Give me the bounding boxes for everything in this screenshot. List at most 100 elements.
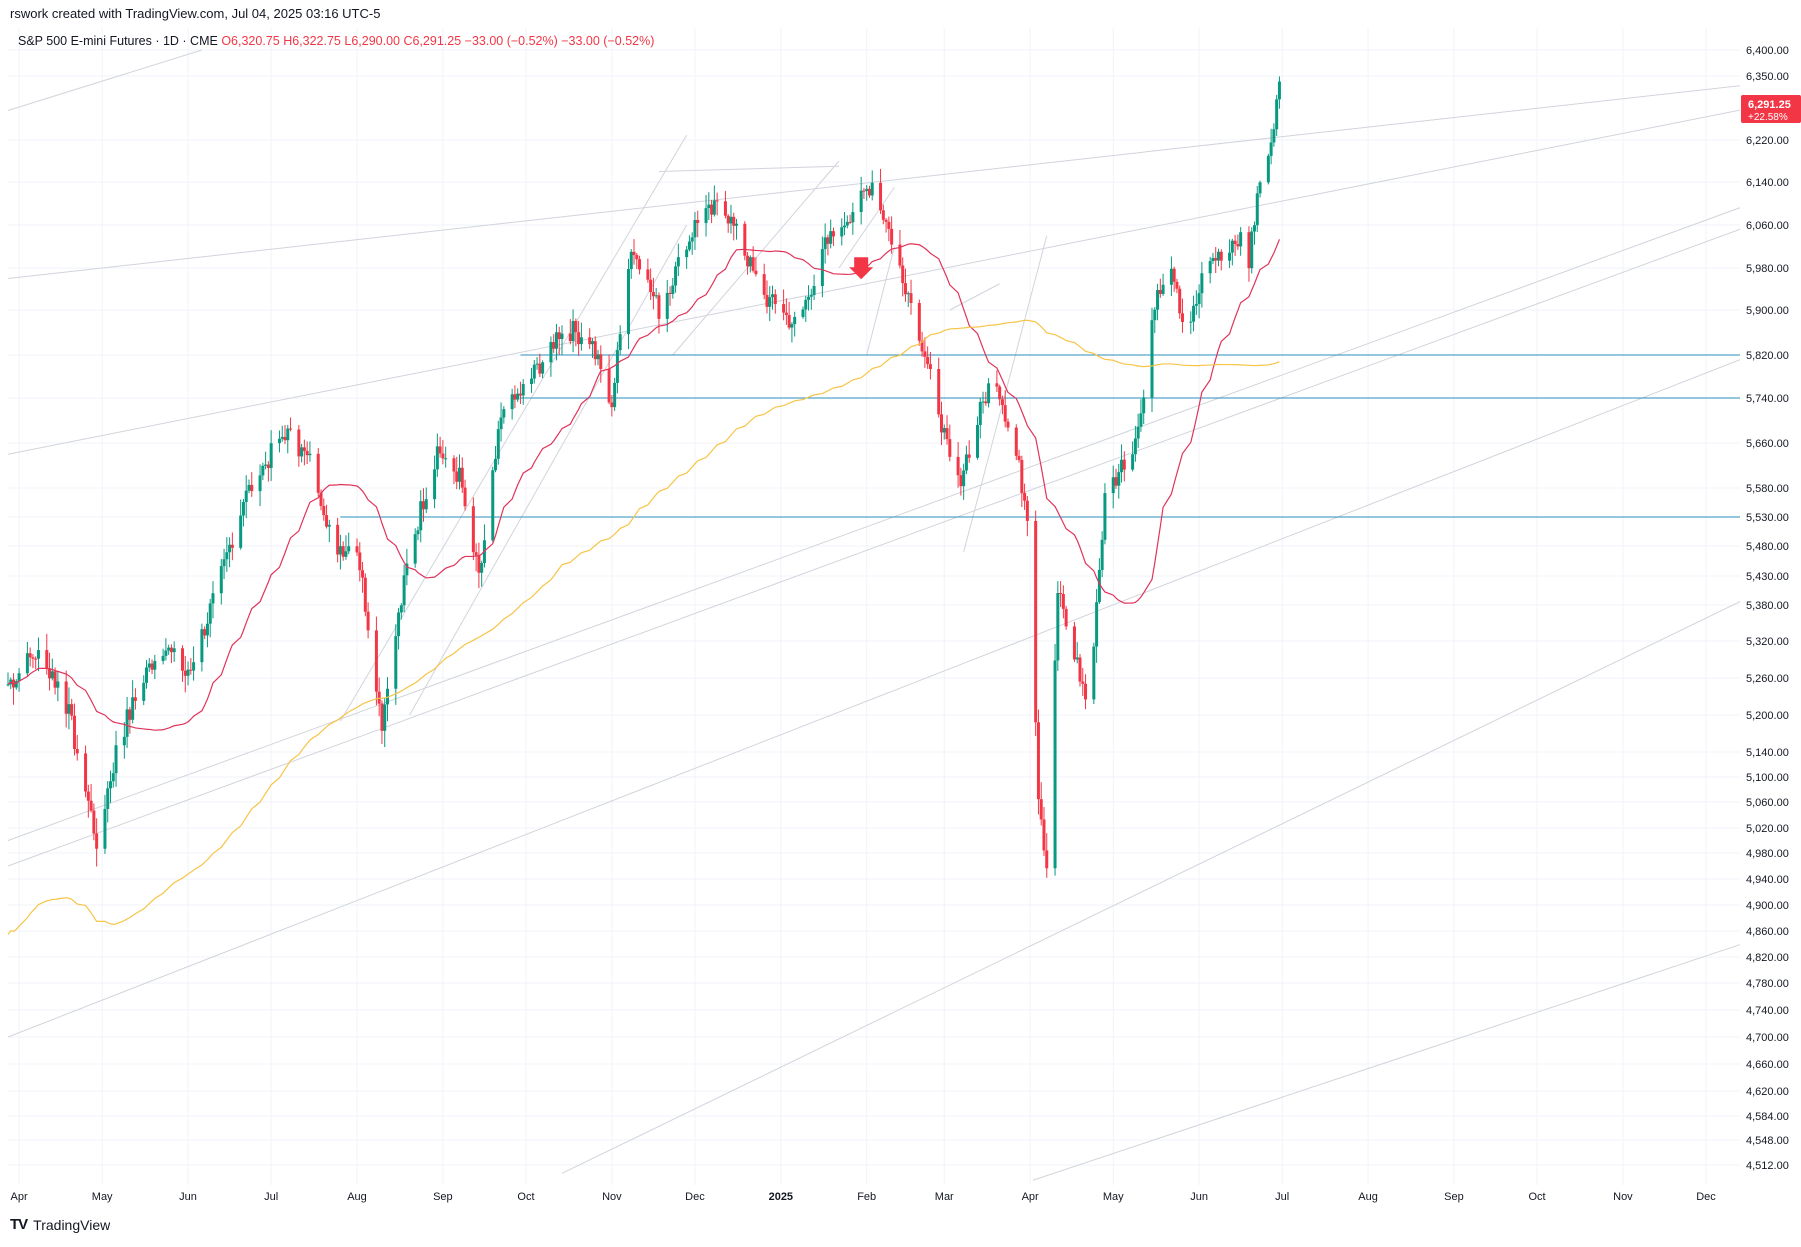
candle[interactable] <box>879 168 883 214</box>
candle[interactable] <box>773 289 777 314</box>
candle[interactable] <box>205 612 209 648</box>
candle[interactable] <box>1169 256 1173 297</box>
horizontal-levels[interactable] <box>340 354 1740 518</box>
candle[interactable] <box>906 291 910 308</box>
candle[interactable] <box>676 243 680 276</box>
candle[interactable] <box>831 227 835 246</box>
candle[interactable] <box>809 288 813 310</box>
candle[interactable] <box>538 353 542 378</box>
candle[interactable] <box>416 526 420 541</box>
candle[interactable] <box>477 542 481 589</box>
candle[interactable] <box>995 370 999 392</box>
candle[interactable] <box>1131 441 1135 472</box>
candle[interactable] <box>1180 298 1184 333</box>
candle[interactable] <box>693 211 697 251</box>
candle[interactable] <box>75 734 79 761</box>
trend-line[interactable] <box>838 187 895 269</box>
candle[interactable] <box>172 641 176 662</box>
candle[interactable] <box>308 441 312 462</box>
candle[interactable] <box>496 420 500 465</box>
candle[interactable] <box>269 430 273 481</box>
candle[interactable] <box>1078 653 1082 687</box>
candle[interactable] <box>618 325 622 355</box>
candle[interactable] <box>787 301 791 330</box>
trend-line[interactable] <box>866 246 895 356</box>
candle[interactable] <box>1158 278 1162 298</box>
candle[interactable] <box>613 377 617 411</box>
candle[interactable] <box>804 295 808 322</box>
candle[interactable] <box>668 286 672 306</box>
candle[interactable] <box>122 722 126 759</box>
candle[interactable] <box>535 357 539 370</box>
candle[interactable] <box>25 641 29 677</box>
candle[interactable] <box>687 235 691 252</box>
candle[interactable] <box>108 770 112 803</box>
candle[interactable] <box>499 402 503 442</box>
candle[interactable] <box>732 212 736 241</box>
trend-line[interactable] <box>1032 930 1781 1181</box>
candle[interactable] <box>651 277 655 310</box>
candle[interactable] <box>887 216 891 242</box>
candle[interactable] <box>790 322 794 343</box>
candle[interactable] <box>746 252 750 275</box>
candle[interactable] <box>230 532 234 561</box>
trend-line[interactable] <box>658 165 840 172</box>
candle[interactable] <box>607 354 611 405</box>
candle[interactable] <box>67 687 71 730</box>
candle[interactable] <box>1192 295 1196 332</box>
candle[interactable] <box>361 561 365 593</box>
candle[interactable] <box>1139 399 1143 432</box>
candle[interactable] <box>264 451 268 470</box>
candle[interactable] <box>424 487 428 513</box>
candle[interactable] <box>280 425 284 442</box>
candle[interactable] <box>169 644 173 664</box>
candle[interactable] <box>283 424 287 445</box>
candle[interactable] <box>599 345 603 383</box>
candle[interactable] <box>239 499 243 550</box>
candle[interactable] <box>577 320 581 356</box>
candle[interactable] <box>890 216 894 254</box>
candle[interactable] <box>338 534 342 570</box>
candle[interactable] <box>978 397 982 439</box>
candle[interactable] <box>1072 621 1076 663</box>
trend-line[interactable] <box>7 213 1781 867</box>
candle[interactable] <box>942 424 946 440</box>
candle[interactable] <box>36 637 40 672</box>
candle[interactable] <box>987 378 991 408</box>
candle[interactable] <box>1266 153 1270 185</box>
candle[interactable] <box>998 384 1002 406</box>
candle[interactable] <box>325 504 329 529</box>
candle[interactable] <box>1230 238 1234 266</box>
candle[interactable] <box>928 351 932 380</box>
footer-brand[interactable]: TV TradingView <box>10 1216 110 1233</box>
candles[interactable] <box>6 76 1281 878</box>
candle[interactable] <box>710 199 714 224</box>
candle[interactable] <box>1194 290 1198 315</box>
candle[interactable] <box>1175 278 1179 294</box>
candle[interactable] <box>1253 221 1256 245</box>
candle[interactable] <box>261 462 265 481</box>
candle[interactable] <box>590 338 594 358</box>
candle[interactable] <box>735 218 739 240</box>
candle[interactable] <box>632 239 636 265</box>
candle[interactable] <box>1153 306 1157 334</box>
candle[interactable] <box>665 279 669 333</box>
candle[interactable] <box>203 626 207 640</box>
candle[interactable] <box>685 246 689 269</box>
candle[interactable] <box>103 794 107 854</box>
candle[interactable] <box>1142 389 1146 424</box>
candle[interactable] <box>433 455 437 509</box>
trend-lines[interactable] <box>7 49 1782 1181</box>
candle[interactable] <box>1136 413 1140 448</box>
candle[interactable] <box>92 803 96 841</box>
candle[interactable] <box>560 325 564 355</box>
candle[interactable] <box>1275 94 1279 136</box>
candle[interactable] <box>820 236 824 298</box>
candle[interactable] <box>394 624 398 705</box>
candle[interactable] <box>851 202 855 235</box>
candle[interactable] <box>302 439 306 466</box>
candle[interactable] <box>945 415 949 445</box>
candle[interactable] <box>125 696 129 748</box>
candle[interactable] <box>64 670 68 728</box>
